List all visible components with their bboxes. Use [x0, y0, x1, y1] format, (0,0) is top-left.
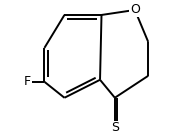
Text: S: S — [111, 121, 119, 134]
Text: F: F — [24, 75, 31, 88]
Text: O: O — [130, 4, 140, 16]
